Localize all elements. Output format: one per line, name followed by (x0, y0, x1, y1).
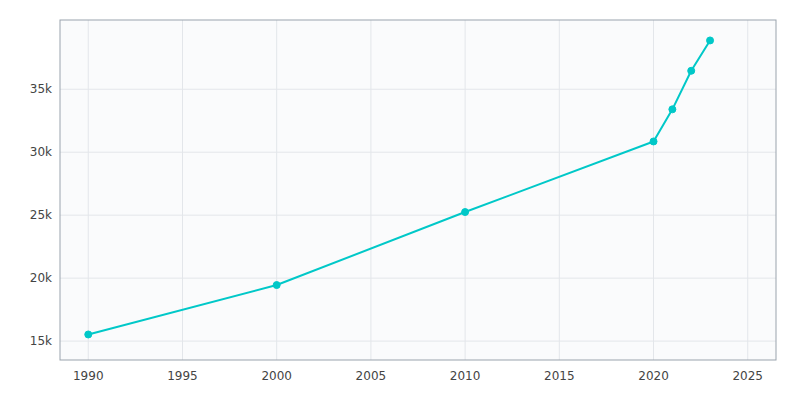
grid (60, 20, 776, 360)
grid-line-x (465, 20, 466, 360)
y-tick-label: 35k (30, 82, 52, 96)
point (669, 106, 676, 113)
point (707, 37, 714, 44)
series (85, 37, 714, 338)
x-tick-label: 1995 (167, 369, 198, 383)
grid-line-x (370, 20, 371, 360)
grid-line-y (60, 152, 776, 153)
x-tick-label: 2025 (732, 369, 763, 383)
point (273, 282, 280, 289)
grid-line-x (559, 20, 560, 360)
x-tick-label: 1990 (73, 369, 104, 383)
grid-line-x (88, 20, 89, 360)
point (650, 138, 657, 145)
x-tick-label: 2005 (356, 369, 387, 383)
tick-labels: 1990 1995 2000 2005 2010 2015 2020 2025 15k 20k 25… (30, 82, 763, 383)
y-tick-label: 30k (30, 145, 52, 159)
y-tick-label: 25k (30, 208, 52, 222)
grid-line-y (60, 89, 776, 90)
point (85, 331, 92, 338)
x-tick-label: 2010 (450, 369, 481, 383)
y-tick-label: 20k (30, 271, 52, 285)
grid-line-y (60, 278, 776, 279)
point (462, 209, 469, 216)
x-tick-label: 2020 (638, 369, 669, 383)
chart: 1990 1995 2000 2005 2010 2015 2020 2025 15k 20k 25… (0, 0, 800, 400)
grid-line-x (276, 20, 277, 360)
x-tick-label: 2000 (261, 369, 292, 383)
x-tick-label: 2015 (544, 369, 575, 383)
chart-container: 1990 1995 2000 2005 2010 2015 2020 2025 15k 20k 25… (0, 0, 800, 400)
line (88, 40, 710, 334)
grid-line-y (60, 215, 776, 216)
plot-frame (60, 20, 776, 360)
point (688, 67, 695, 74)
plot-area (60, 20, 776, 360)
grid-line-x (653, 20, 654, 360)
grid-line-y (60, 341, 776, 342)
y-tick-label: 15k (30, 334, 52, 348)
grid-line-x (747, 20, 748, 360)
